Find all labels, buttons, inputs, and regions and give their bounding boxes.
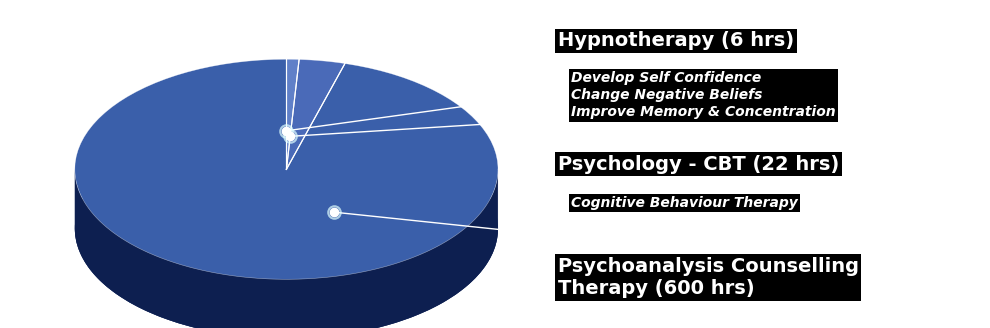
Polygon shape xyxy=(75,170,498,328)
Text: Psychoanalysis Counselling
Therapy (600 hrs): Psychoanalysis Counselling Therapy (600 … xyxy=(557,256,858,298)
Text: Develop Self Confidence
Change Negative Beliefs
Improve Memory & Concentration: Develop Self Confidence Change Negative … xyxy=(571,71,836,119)
Polygon shape xyxy=(75,59,498,279)
Polygon shape xyxy=(87,207,323,328)
Text: Cognitive Behaviour Therapy: Cognitive Behaviour Therapy xyxy=(571,196,798,210)
Ellipse shape xyxy=(75,118,498,328)
Polygon shape xyxy=(75,169,498,328)
Polygon shape xyxy=(286,59,345,169)
Polygon shape xyxy=(286,59,299,169)
Text: Hypnotherapy (6 hrs): Hypnotherapy (6 hrs) xyxy=(557,31,794,51)
Text: Psychology - CBT (22 hrs): Psychology - CBT (22 hrs) xyxy=(557,154,839,174)
